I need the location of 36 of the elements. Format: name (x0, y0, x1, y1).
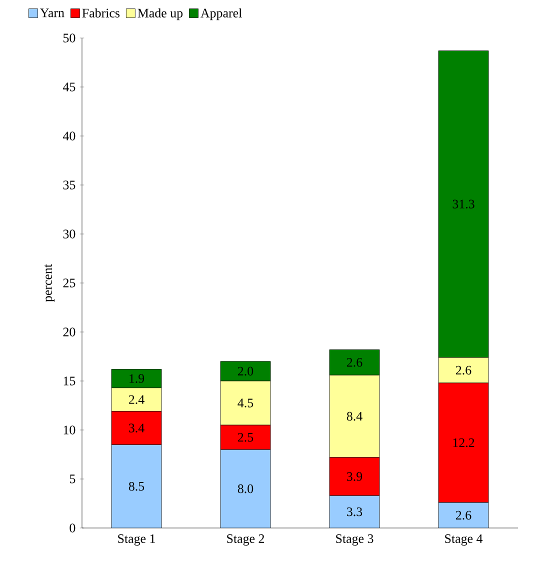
data-label: 3.3 (347, 507, 362, 516)
data-label: 12.2 (453, 438, 474, 448)
y-axis-title: percent (44, 264, 55, 302)
data-label: 2.0 (238, 366, 254, 376)
y-tick-label: 35 (63, 180, 76, 190)
legend-label: Apparel (200, 8, 242, 20)
data-label: 2.6 (456, 366, 472, 375)
data-label: 2.4 (128, 395, 144, 404)
data-label: 8.4 (346, 412, 362, 421)
data-label: 2.6 (456, 510, 472, 520)
data-label: 3.9 (347, 472, 362, 481)
data-label: 2.6 (346, 358, 362, 367)
y-tick-label: 30 (63, 230, 76, 238)
data-label: 1.9 (130, 374, 144, 383)
y-tick-label: 25 (63, 278, 76, 288)
x-tick-label: Stage 1 (118, 534, 155, 546)
legend-label: Fabrics (82, 8, 120, 18)
data-label: 4.5 (238, 398, 254, 408)
legend-label: Made up (138, 8, 183, 20)
x-tick-label: Stage 4 (445, 534, 483, 546)
y-tick-label: 20 (63, 328, 76, 336)
y-tick-label: 40 (62, 132, 76, 140)
y-tick-label: 50 (63, 34, 76, 42)
y-tick-label: 0 (70, 524, 76, 532)
x-tick-label: Stage 2 (227, 534, 264, 546)
data-label: 8.0 (238, 484, 254, 494)
data-label: 8.5 (128, 482, 144, 491)
y-tick-label: 45 (62, 82, 76, 92)
data-label: 3.4 (129, 424, 144, 432)
data-label: 2.5 (238, 432, 254, 442)
x-tick-label: Stage 3 (336, 534, 374, 546)
y-tick-label: 5 (70, 474, 76, 484)
y-tick-label: 15 (64, 376, 76, 386)
data-label: 31.3 (452, 200, 474, 208)
legend-label: Yarn (40, 8, 64, 18)
y-tick-label: 10 (64, 426, 76, 434)
